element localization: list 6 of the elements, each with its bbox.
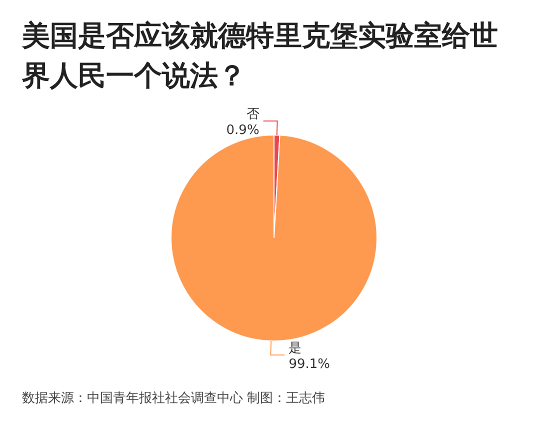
data-label: 0.9%: [226, 123, 260, 138]
chart-title: 美国是否应该就德特里克堡实验室给世界人民一个说法？: [21, 19, 498, 92]
slice-label: 是: [288, 340, 302, 356]
source-note: 数据来源：中国青年报社社会调查中心 制图：王志伟: [22, 390, 326, 406]
slice-label: 否: [246, 107, 260, 122]
data-label: 99.1%: [288, 356, 330, 372]
